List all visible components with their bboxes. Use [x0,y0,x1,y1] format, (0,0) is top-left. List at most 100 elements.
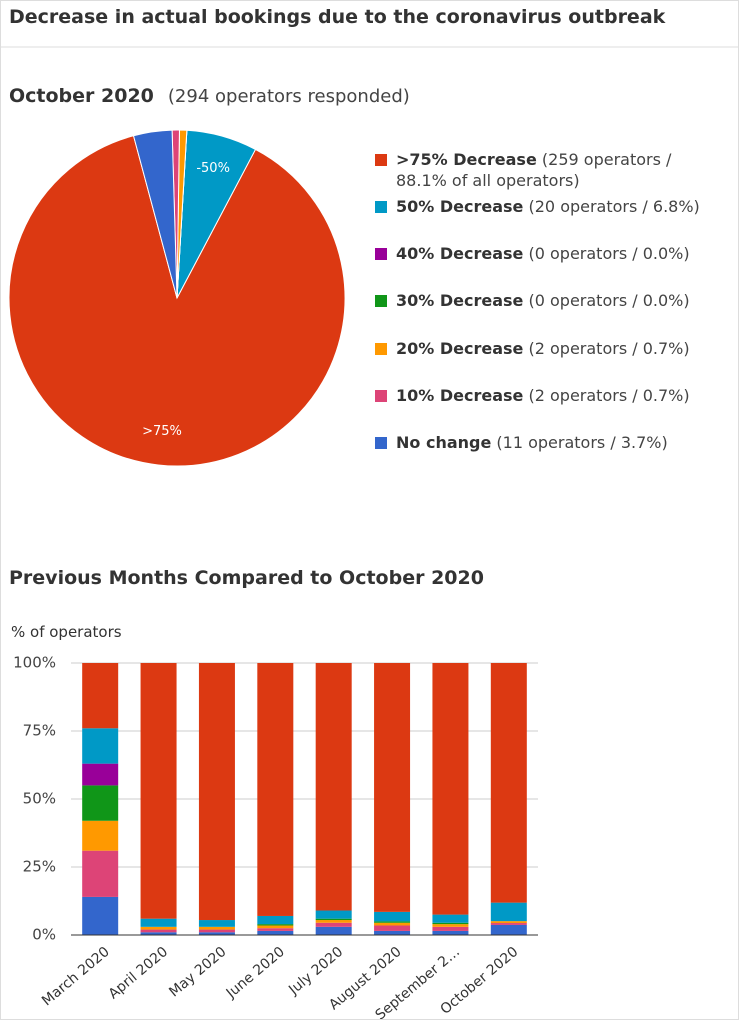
legend-detail: (20 operators / 6.8%) [528,197,700,216]
legend-detail: (0 operators / 0.0%) [528,244,690,263]
legend-detail: (2 operators / 0.7%) [528,339,690,358]
bar-segment [257,915,294,925]
legend-text: 10% Decrease (2 operators / 0.7%) [396,385,727,406]
bar-segment [140,918,177,927]
legend-text: 40% Decrease (0 operators / 0.0%) [396,243,727,264]
y-tick-label: 50% [23,790,56,808]
legend-entry: 40% Decrease (0 operators / 0.0%) [375,243,727,264]
bar-segment [315,910,352,919]
legend-text: No change (11 operators / 3.7%) [396,432,727,453]
legend-swatch [375,295,387,307]
bar-segment [315,663,352,911]
y-tick-label: 25% [23,858,56,876]
legend-text: 20% Decrease (2 operators / 0.7%) [396,338,727,359]
bar-segment [257,663,294,916]
legend-entry: 20% Decrease (2 operators / 0.7%) [375,338,727,359]
bar-segment [432,914,469,923]
bar-segment [140,932,177,935]
legend-name: >75% Decrease [396,150,537,169]
bar-segment [140,663,177,919]
bar-segment [374,925,411,931]
legend-detail: (259 operators / 88.1% of all operators) [396,150,672,190]
bar-title: Previous Months Compared to October 2020 [9,567,484,589]
bar-segment [140,926,177,930]
bar-segment [432,663,469,915]
legend-name: 30% Decrease [396,291,524,310]
legend-entry: 50% Decrease (20 operators / 6.8%) [375,196,727,217]
x-tick-label: March 2020 [39,944,113,1009]
bar-segment [374,922,411,926]
legend-text: 30% Decrease (0 operators / 0.0%) [396,290,727,311]
bar-segment [490,902,527,922]
legend-name: No change [396,433,492,452]
pie-slice [132,129,178,299]
y-axis-label: % of operators [11,623,122,641]
y-tick-label: 100% [13,654,56,672]
pie-slice [8,135,346,467]
bar-segment [257,930,294,935]
legend-detail: (11 operators / 3.7%) [496,433,668,452]
x-tick-label: April 2020 [106,944,171,1003]
legend-detail: (2 operators / 0.7%) [528,386,690,405]
bar-segment [374,911,411,922]
bar-segment [140,929,177,933]
legend-detail: (0 operators / 0.0%) [528,291,690,310]
legend-text: 50% Decrease (20 operators / 6.8%) [396,196,727,217]
bar-segment [374,921,411,923]
bar-segment [82,785,119,821]
pie-subtitle: (294 operators responded) [167,86,410,107]
bar-segment [490,923,527,925]
legend-name: 20% Decrease [396,339,524,358]
legend-name: 50% Decrease [396,197,524,216]
bar-segment [315,920,352,923]
bar-segment [490,924,527,935]
bar-segment [490,663,527,903]
legend-name: 10% Decrease [396,386,524,405]
bar-segment [374,930,411,935]
bar-segment [315,918,352,921]
legend-entry: >75% Decrease (259 operators / 88.1% of … [375,149,727,191]
bar-segment [432,930,469,935]
bar-segment [198,926,235,930]
pie-title: October 2020 [9,85,154,107]
x-tick-label: May 2020 [166,944,229,1001]
bar-segment [257,924,294,926]
legend-swatch [375,390,387,402]
legend-entry: No change (11 operators / 3.7%) [375,432,727,453]
bar-segment [490,921,527,924]
x-tick-label: July 2020 [285,944,346,999]
bar-segment [257,928,294,931]
legend-swatch [375,201,387,213]
bar-segment [198,932,235,935]
bar-segment [82,728,119,764]
bar-segment [432,922,469,925]
legend-swatch [375,343,387,355]
y-tick-label: 0% [32,926,56,944]
page-title: Decrease in actual bookings due to the c… [9,6,666,28]
legend-swatch [375,437,387,449]
slice-label: >75% [142,424,182,439]
bar-segment [82,763,119,786]
y-tick-label: 75% [23,722,56,740]
bar-segment [198,929,235,933]
legend-swatch [375,248,387,260]
pie-heading: October 2020 (294 operators responded) [9,85,410,107]
bar-segment [82,896,119,935]
bar-segment [82,820,119,851]
bar-segment [374,663,411,912]
bar-segment [432,926,469,931]
legend-entry: 10% Decrease (2 operators / 0.7%) [375,385,727,406]
bar-segment [257,925,294,929]
bar-segment [315,922,352,927]
slice-label: -50% [196,161,230,176]
legend-text: >75% Decrease (259 operators / 88.1% of … [396,149,727,191]
bar-segment [82,663,119,729]
legend-swatch [375,154,387,166]
legend-entry: 30% Decrease (0 operators / 0.0%) [375,290,727,311]
legend-name: 40% Decrease [396,244,524,263]
bar-segment [198,663,235,921]
bar-segment [432,924,469,927]
bar-segment [198,920,235,927]
bar-segment [82,850,119,897]
